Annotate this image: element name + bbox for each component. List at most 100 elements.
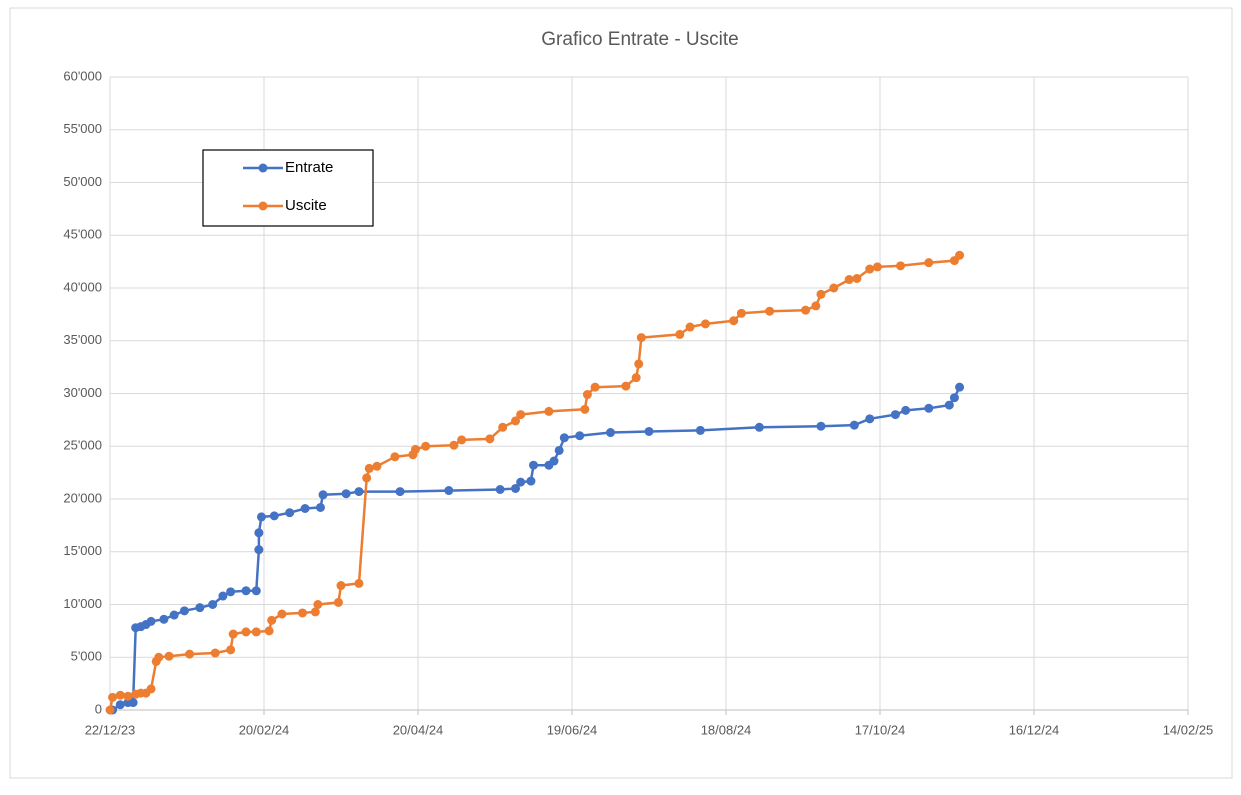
- point: [185, 649, 195, 659]
- series: [105, 250, 965, 715]
- point: [544, 406, 554, 416]
- point: [318, 490, 328, 500]
- point: [890, 410, 900, 420]
- point: [844, 275, 854, 285]
- y-tick-label: 25'000: [63, 438, 102, 453]
- point: [924, 258, 934, 268]
- point: [195, 603, 205, 613]
- legend-label: Entrate: [285, 159, 333, 176]
- point: [526, 476, 536, 486]
- point: [115, 690, 125, 700]
- x-tick-label: 20/02/24: [239, 722, 290, 737]
- point: [364, 463, 374, 473]
- y-tick-label: 30'000: [63, 385, 102, 400]
- point: [811, 301, 821, 311]
- point: [685, 322, 695, 332]
- point: [108, 692, 118, 702]
- point: [495, 485, 505, 495]
- point: [485, 434, 495, 444]
- point: [590, 382, 600, 392]
- y-tick-label: 60'000: [63, 68, 102, 83]
- legend-marker: [258, 163, 268, 173]
- point: [765, 306, 775, 316]
- point: [390, 452, 400, 462]
- point: [226, 645, 236, 655]
- point: [146, 684, 156, 694]
- point: [529, 460, 538, 470]
- point: [254, 528, 264, 538]
- x-tick-label: 18/08/24: [701, 722, 752, 737]
- point: [159, 614, 169, 624]
- point: [105, 705, 115, 715]
- point: [115, 700, 125, 710]
- point: [801, 305, 811, 315]
- point: [816, 421, 826, 431]
- point: [955, 382, 965, 392]
- point: [549, 456, 559, 466]
- chart-title: Grafico Entrate - Uscite: [541, 29, 738, 50]
- point: [580, 404, 590, 414]
- point: [128, 698, 138, 708]
- point: [865, 414, 875, 424]
- point: [729, 316, 739, 326]
- series-line: [111, 386, 961, 712]
- point: [449, 440, 459, 450]
- point: [251, 586, 261, 596]
- point: [865, 264, 875, 274]
- point: [241, 586, 251, 596]
- point: [251, 627, 261, 637]
- y-tick-label: 55'000: [63, 121, 102, 136]
- point: [395, 487, 405, 497]
- point: [341, 489, 351, 499]
- point: [410, 444, 420, 454]
- point: [210, 648, 220, 658]
- y-tick-label: 35'000: [63, 332, 102, 347]
- point: [634, 359, 644, 369]
- point: [372, 461, 382, 471]
- legend-marker: [258, 201, 268, 211]
- point: [695, 425, 705, 435]
- point: [123, 691, 133, 701]
- point: [644, 426, 654, 436]
- x-tick-label: 22/12/23: [85, 722, 136, 737]
- point: [606, 428, 615, 438]
- point: [901, 405, 911, 415]
- point: [631, 373, 641, 383]
- point: [675, 329, 685, 339]
- point: [208, 600, 218, 609]
- point: [516, 477, 526, 487]
- point: [511, 483, 521, 493]
- point: [315, 502, 325, 512]
- point: [575, 431, 585, 441]
- point: [636, 333, 646, 343]
- point: [300, 503, 310, 513]
- point: [559, 433, 569, 443]
- point: [554, 445, 564, 455]
- y-tick-label: 15'000: [63, 543, 102, 558]
- x-tick-label: 19/06/24: [547, 722, 598, 737]
- point: [872, 262, 882, 272]
- y-tick-label: 10'000: [63, 596, 102, 611]
- point: [169, 610, 179, 620]
- point: [269, 511, 279, 521]
- x-tick-label: 14/02/25: [1163, 722, 1214, 737]
- point: [362, 473, 372, 483]
- point: [354, 578, 364, 588]
- point: [226, 587, 236, 597]
- x-tick-label: 17/10/24: [855, 722, 906, 737]
- point: [621, 381, 631, 391]
- point: [511, 416, 521, 426]
- point: [955, 250, 965, 260]
- point: [700, 319, 710, 329]
- point: [264, 626, 274, 636]
- legend-box: [202, 149, 374, 227]
- point: [256, 512, 266, 522]
- point: [924, 403, 934, 413]
- series: [108, 382, 965, 715]
- point: [829, 283, 839, 293]
- point: [218, 591, 228, 601]
- point: [267, 615, 277, 625]
- y-tick-label: 45'000: [63, 227, 102, 242]
- point: [164, 651, 174, 661]
